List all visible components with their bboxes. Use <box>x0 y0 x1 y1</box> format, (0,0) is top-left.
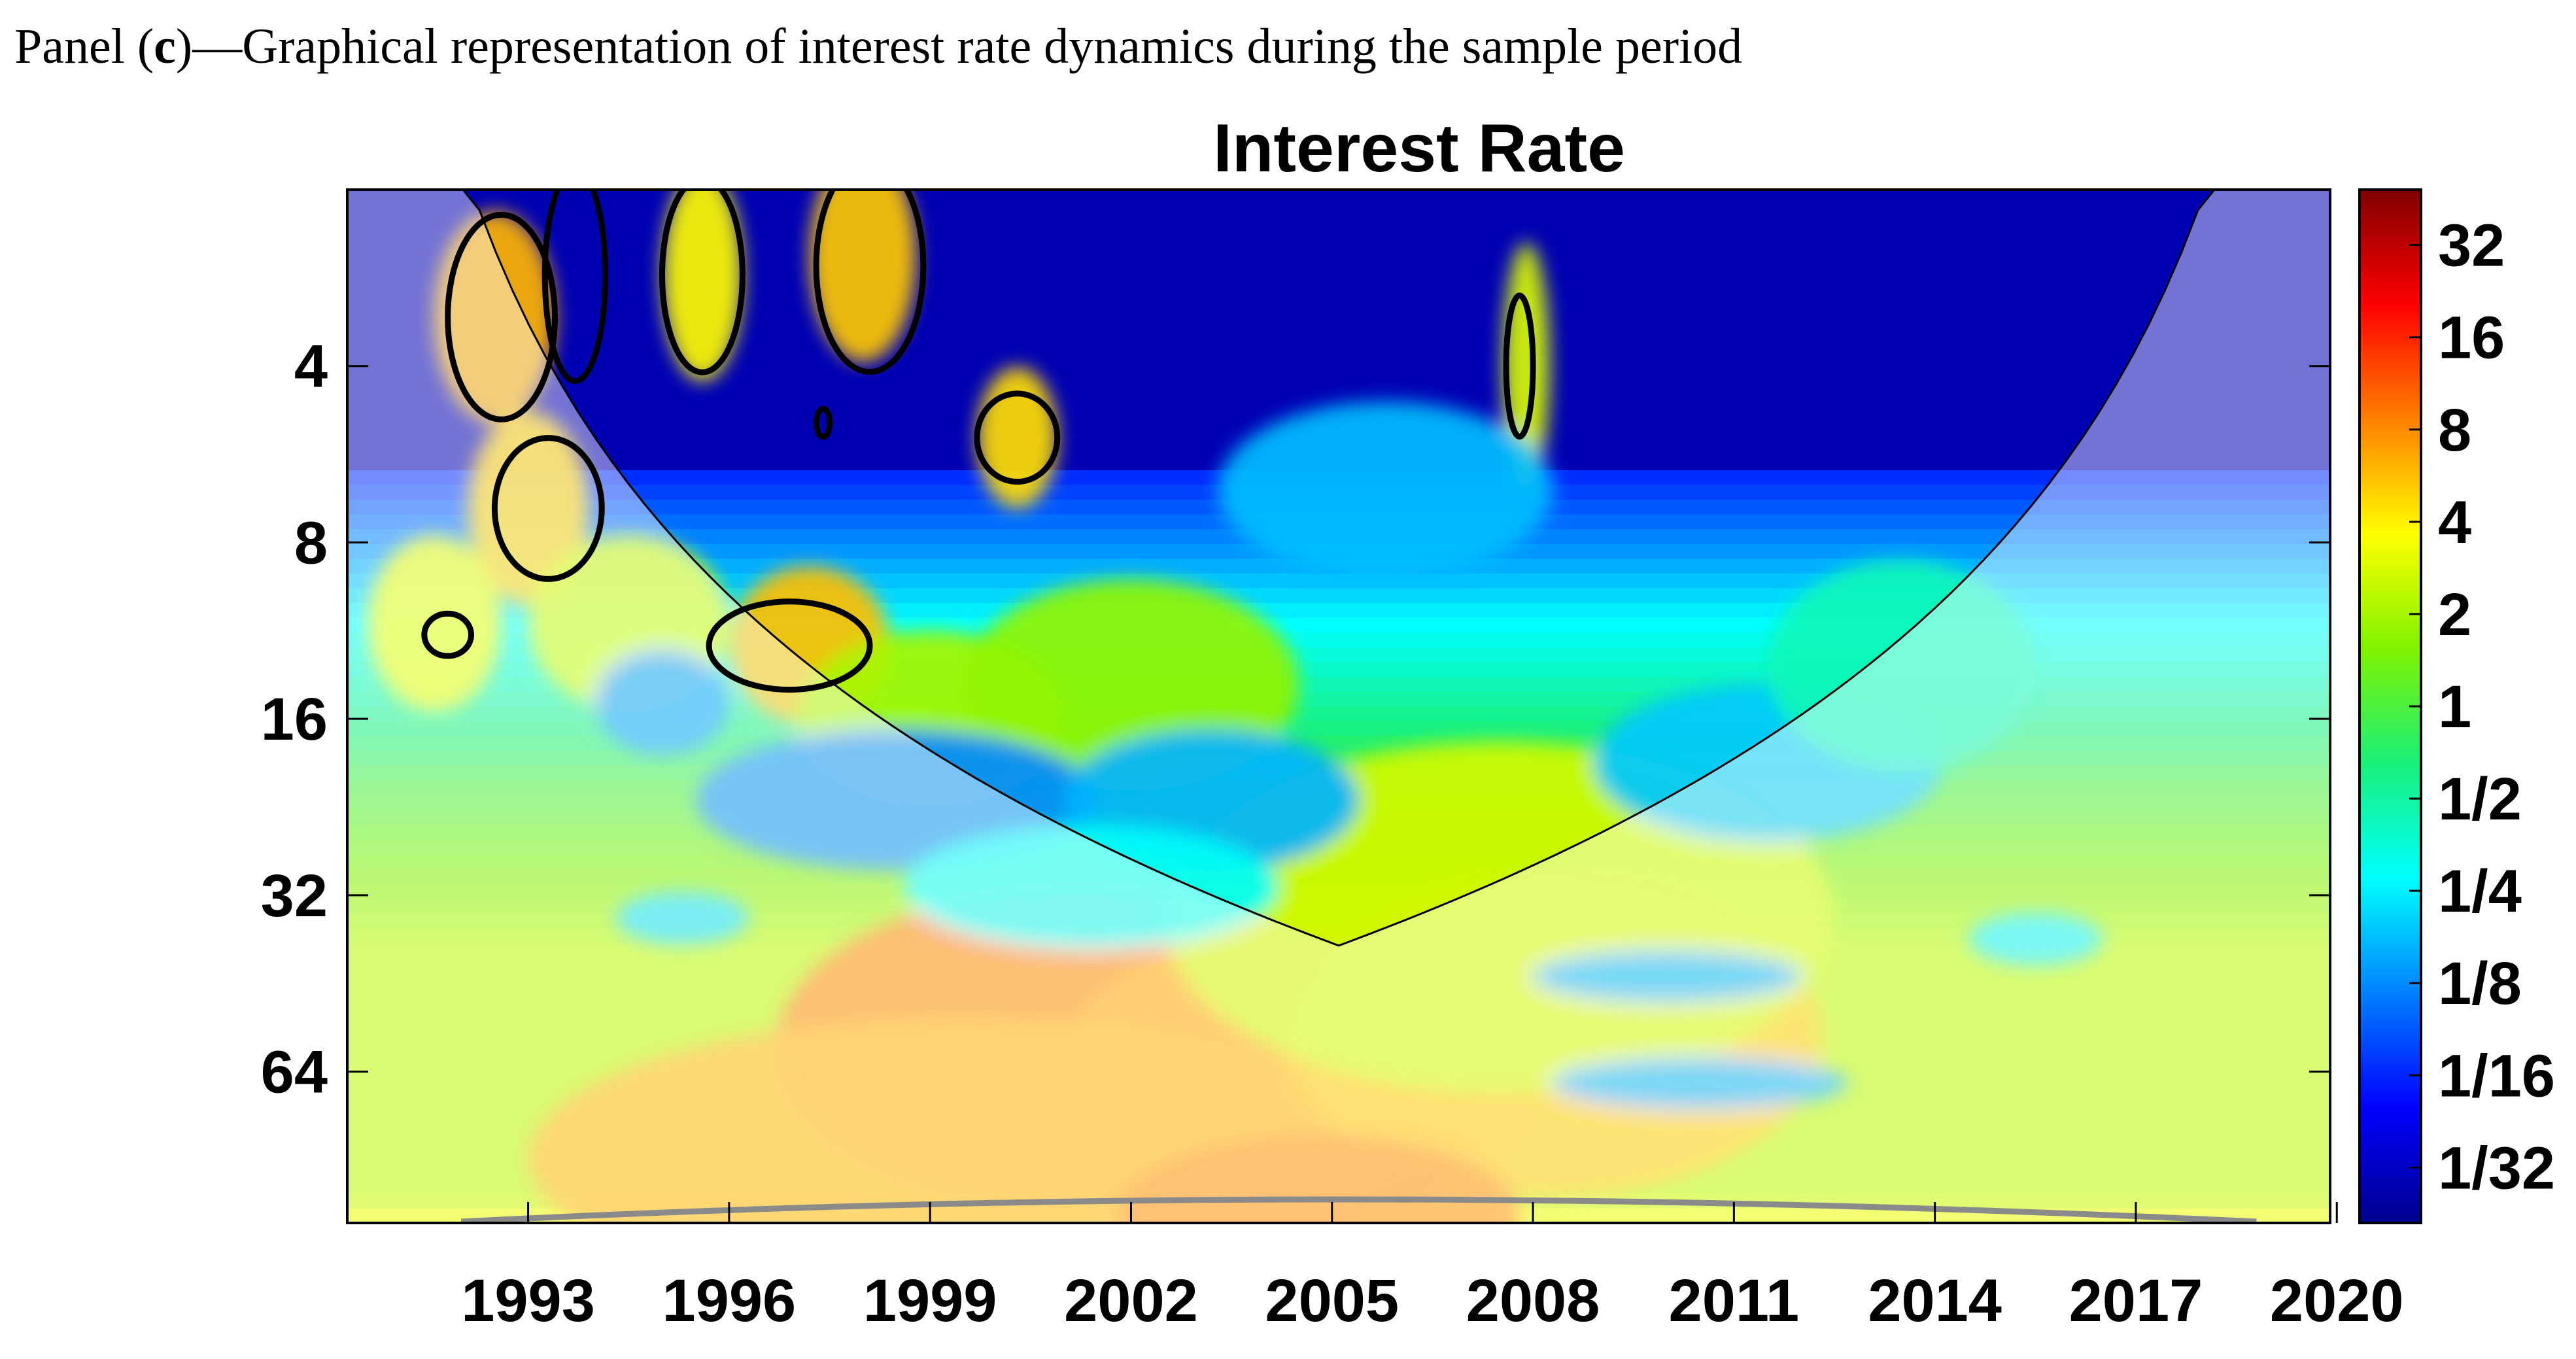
x-tick-label: 2002 <box>1064 1267 1198 1334</box>
significance-contour <box>1503 292 1536 440</box>
y-tick-label: 32 <box>261 863 328 929</box>
caption-suffix: )—Graphical representation of interest r… <box>176 19 1742 74</box>
colorbar-tick-label: 1/8 <box>2438 950 2522 1017</box>
heatmap-row <box>347 293 2330 309</box>
heatmap-region <box>1968 912 2103 966</box>
heatmap-region <box>595 649 729 755</box>
heatmap-row <box>347 322 2330 338</box>
significance-contour <box>813 190 927 375</box>
colorbar-tick-label: 4 <box>2438 489 2471 556</box>
heatmap-row <box>347 249 2330 264</box>
plot-area: 1993 1996 1999 2002 2005 2008 2011 2014 2017 2020… <box>261 188 2404 1334</box>
heatmap-row <box>347 278 2330 294</box>
colorbar-tick-label: 1/32 <box>2438 1135 2555 1201</box>
colorbar-tick-label: 1 <box>2438 674 2471 740</box>
heatmap-row <box>347 366 2330 383</box>
heatmap-row <box>347 381 2330 397</box>
y-axis: 4 8 16 32 64 <box>261 334 2330 1106</box>
bottom-arc <box>460 1196 2257 1223</box>
colorbar-tick-label: 1/2 <box>2438 766 2522 833</box>
heatmap-power-regions <box>367 190 2103 1223</box>
heatmap-row <box>347 204 2330 220</box>
heatmap-region <box>1218 401 1553 578</box>
significance-contour <box>491 435 605 582</box>
x-tick-label: 2011 <box>1669 1267 1800 1334</box>
x-tick-label: 2014 <box>1868 1267 2002 1334</box>
significance-contour <box>445 211 558 422</box>
cone-of-influence-area <box>347 190 2330 1223</box>
heatmap-row <box>347 233 2330 250</box>
heatmap-region <box>1767 560 2036 772</box>
caption-letter: c <box>154 19 176 74</box>
chart-title: Interest Rate <box>1213 111 1625 186</box>
heatmap-region <box>468 411 589 606</box>
y-tick-label: 4 <box>294 334 328 400</box>
significance-contour <box>706 598 873 693</box>
colorbar-tick-label: 1/16 <box>2438 1042 2555 1109</box>
y-tick-label: 16 <box>261 686 328 753</box>
heatmap-region <box>976 367 1057 509</box>
heatmap-region <box>367 535 502 712</box>
colorbar-ticks: 32 16 8 4 2 1 1/2 1/4 1/8 1/16 1/32 <box>2409 213 2555 1201</box>
cone-of-influence-line <box>347 190 2330 947</box>
colorbar-tick-label: 1/4 <box>2438 858 2522 925</box>
heatmap-row <box>347 190 2330 205</box>
heatmap-region <box>1553 1056 1848 1110</box>
heatmap-row <box>347 307 2330 324</box>
x-tick-label: 1996 <box>662 1267 797 1334</box>
x-tick-label: 2005 <box>1265 1267 1399 1334</box>
x-tick-label: 2020 <box>2270 1267 2404 1334</box>
colorbar-tick-label: 2 <box>2438 581 2471 648</box>
colorbar-tick-label: 32 <box>2438 213 2505 279</box>
heatmap-region <box>615 891 749 945</box>
x-axis: 1993 1996 1999 2002 2005 2008 2011 2014 2017 2020 <box>461 1202 2404 1334</box>
heatmap-row <box>347 396 2330 412</box>
y-tick-label: 64 <box>261 1039 328 1106</box>
heatmap-row <box>347 352 2330 368</box>
caption-prefix: Panel ( <box>14 19 154 74</box>
significance-contour <box>813 405 833 440</box>
heatmap-region <box>434 211 555 423</box>
significance-contour <box>541 190 608 385</box>
heatmap-region <box>809 190 917 362</box>
heatmap-row <box>347 263 2330 279</box>
heatmap-region <box>903 825 1279 949</box>
heatmap <box>347 190 2330 1223</box>
heatmap-region <box>1533 950 1801 1003</box>
significance-contour <box>421 610 474 659</box>
significance-contour <box>659 190 746 375</box>
x-tick-label: 2017 <box>2069 1267 2203 1334</box>
x-tick-label: 1999 <box>863 1267 997 1334</box>
colorbar-tick-label: 8 <box>2438 397 2471 464</box>
plot-frame <box>346 188 2331 1224</box>
cone-of-influence-shade <box>347 190 2330 1223</box>
heatmap-row <box>347 337 2330 353</box>
colorbar-tick-label: 16 <box>2438 305 2505 371</box>
figure-caption: Panel (c)—Graphical representation of in… <box>14 19 1742 74</box>
colorbar: 32 16 8 4 2 1 1/2 1/4 1/8 1/16 1/32 <box>2358 188 2555 1224</box>
significance-contours <box>421 190 1536 693</box>
significance-contour <box>974 390 1061 485</box>
x-tick-label: 1993 <box>461 1267 595 1334</box>
y-tick-label: 8 <box>294 509 328 576</box>
heatmap-region <box>662 190 743 381</box>
x-tick-label: 2008 <box>1466 1267 1600 1334</box>
heatmap-row <box>347 219 2330 235</box>
